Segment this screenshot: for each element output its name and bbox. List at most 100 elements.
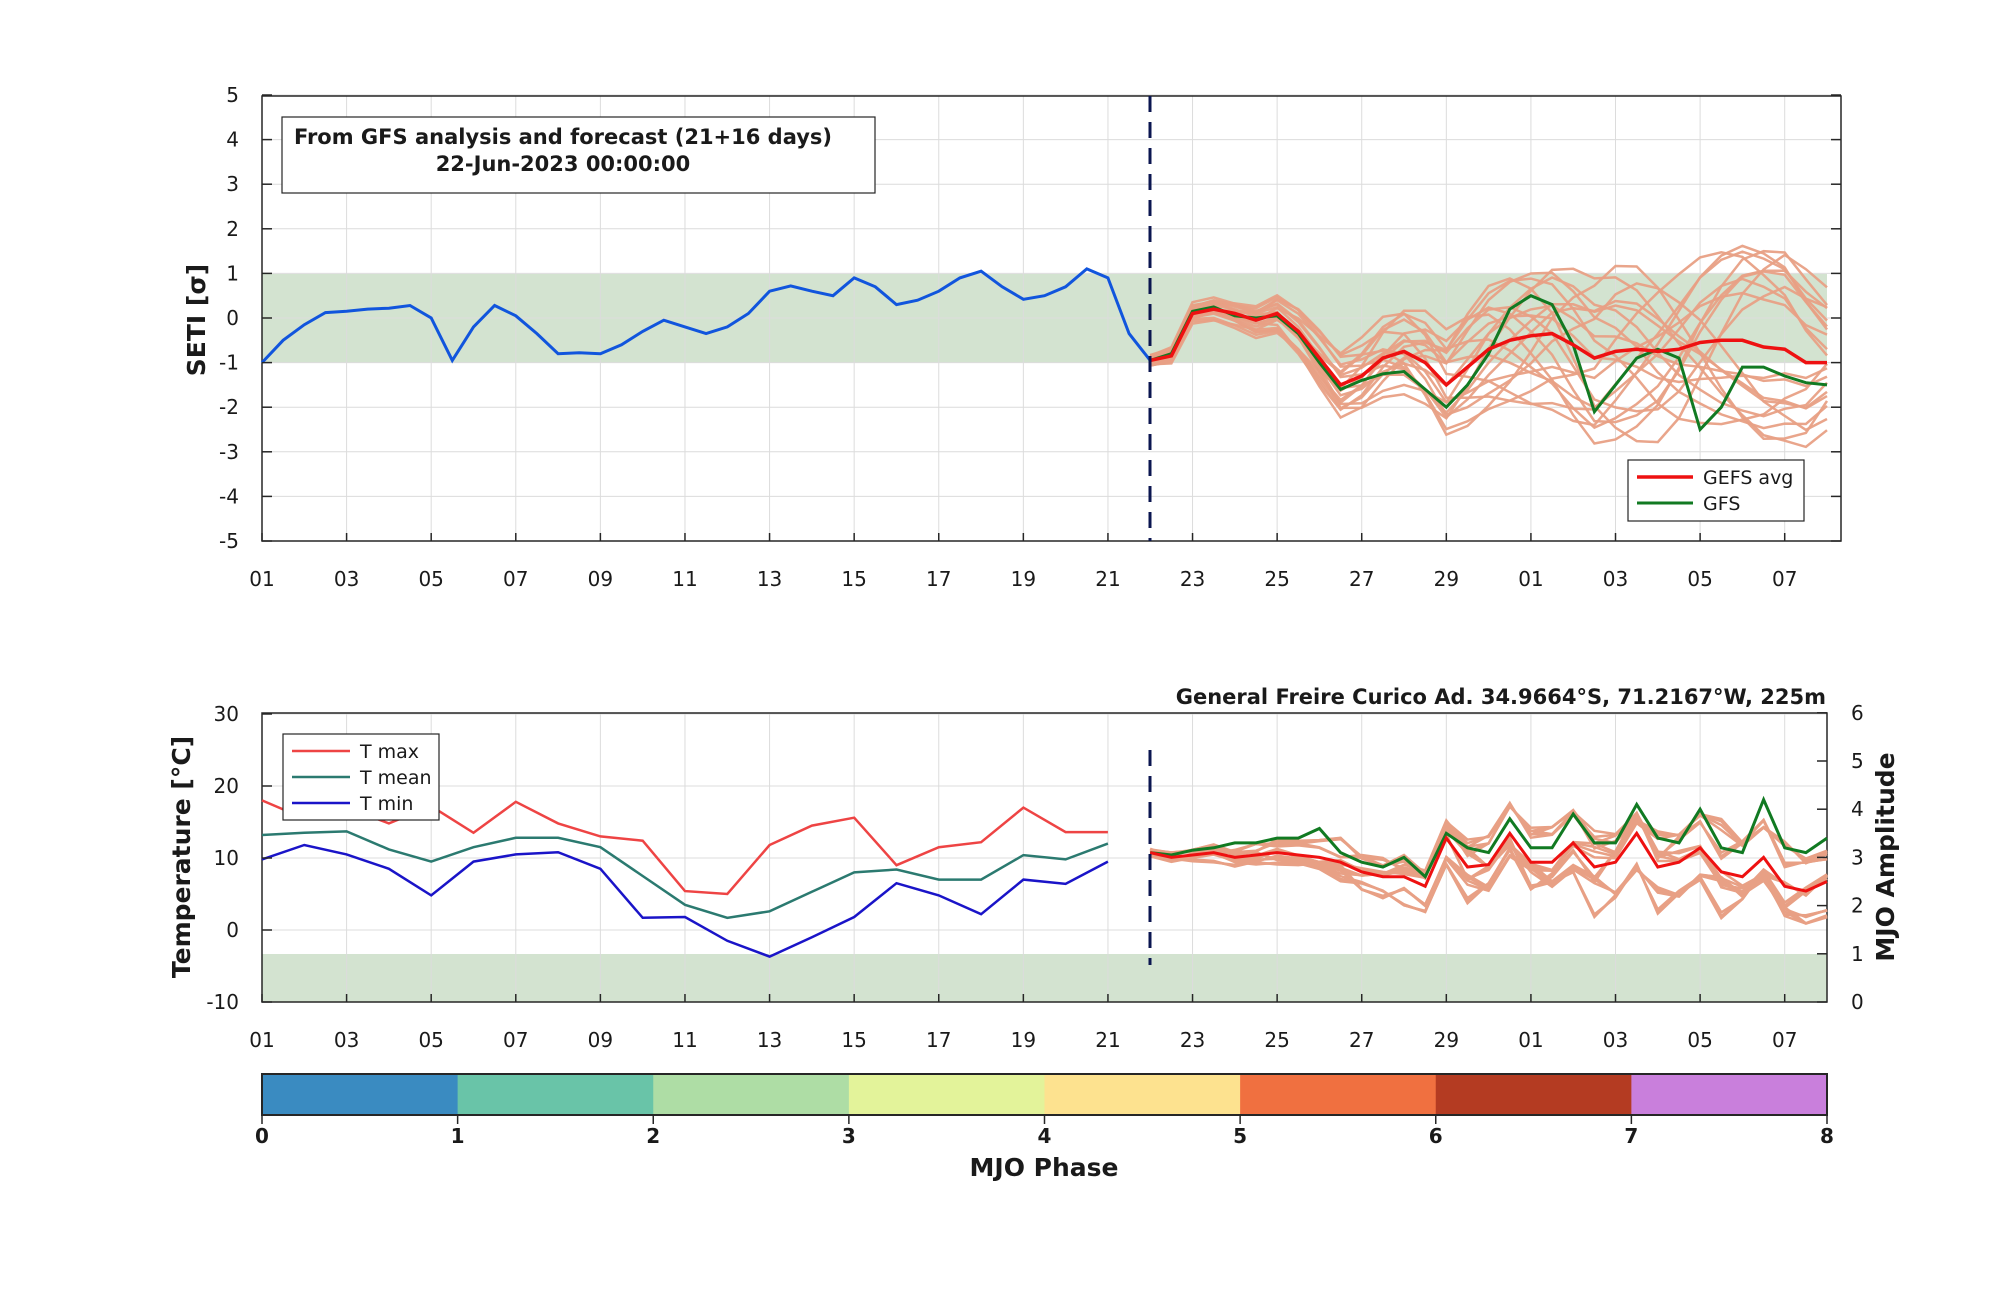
seti-member-line xyxy=(1149,276,1828,418)
x-tick-label: 19 xyxy=(1011,1028,1036,1052)
x-tick-label: 03 xyxy=(1603,1028,1628,1052)
temperature-legend: T max T mean T min xyxy=(282,733,440,821)
seti-member-line xyxy=(1150,271,1828,430)
seti-member-line xyxy=(1149,250,1828,411)
x-tick-label: 01 xyxy=(1518,567,1543,591)
colorbar-phase-cell xyxy=(653,1074,850,1115)
colorbar-phase-cell xyxy=(1631,1074,1828,1115)
colorbar-tick-label: 7 xyxy=(1624,1124,1638,1148)
y-tick-label-right: 5 xyxy=(1851,749,1864,773)
colorbar-tick-label: 2 xyxy=(646,1124,660,1148)
legend-label-tmin: T min xyxy=(359,793,413,815)
seti-y-axis-label: SETI [σ] xyxy=(182,264,211,376)
colorbar-phase-cell xyxy=(457,1074,654,1115)
mjo-amplitude-y-ticks: 6 5 4 3 2 1 0 xyxy=(1817,701,1864,1014)
colorbar-phase-cell xyxy=(848,1074,1045,1115)
mjo-member-line xyxy=(1149,831,1828,921)
colorbar-phase-cell xyxy=(262,1074,459,1115)
colorbar-tick-label: 6 xyxy=(1429,1124,1443,1148)
y-tick-label: -10 xyxy=(206,990,239,1014)
y-tick-label: -3 xyxy=(219,440,239,464)
colorbar-tick-label: 8 xyxy=(1820,1124,1834,1148)
colorbar-label: MJO Phase xyxy=(970,1153,1119,1182)
info-box-line1: From GFS analysis and forecast (21+16 da… xyxy=(294,125,832,149)
x-tick-label: 07 xyxy=(1772,1028,1797,1052)
x-tick-label: 13 xyxy=(757,1028,782,1052)
colorbar-tick-label: 3 xyxy=(842,1124,856,1148)
seti-member-line xyxy=(1149,270,1828,424)
seti-member-line xyxy=(1150,249,1828,445)
x-tick-label: 27 xyxy=(1349,1028,1374,1052)
x-tick-label: 25 xyxy=(1264,567,1289,591)
x-tick-label: 09 xyxy=(588,1028,613,1052)
y-tick-label: 5 xyxy=(226,83,239,107)
x-tick-label: 01 xyxy=(249,1028,274,1052)
colorbar-phase-cell xyxy=(1435,1074,1632,1115)
y-tick-label: -5 xyxy=(219,529,239,553)
x-tick-label: 03 xyxy=(1603,567,1628,591)
colorbar-tick-label: 0 xyxy=(255,1124,269,1148)
y-tick-label-right: 6 xyxy=(1851,701,1864,725)
x-tick-label: 13 xyxy=(757,567,782,591)
station-title: General Freire Curico Ad. 34.9664°S, 71.… xyxy=(1176,685,1826,709)
tmin-line xyxy=(261,843,1109,958)
x-tick-label: 03 xyxy=(334,1028,359,1052)
y-tick-label-right: 1 xyxy=(1851,942,1864,966)
y-tick-label: 1 xyxy=(226,261,239,285)
colorbar-phase-cell xyxy=(1240,1074,1437,1115)
seti-x-ticks: 01 03 05 07 09 11 13 15 17 19 21 23 25 27 29 01 03 05 07 xyxy=(249,533,1797,591)
seti-member-line xyxy=(1150,269,1828,430)
colorbar-tick-label: 1 xyxy=(451,1124,465,1148)
x-tick-label: 11 xyxy=(672,1028,697,1052)
x-tick-label: 07 xyxy=(1772,567,1797,591)
x-tick-label: 05 xyxy=(418,567,443,591)
legend-label-tmean: T mean xyxy=(359,767,432,789)
y-tick-label: 2 xyxy=(226,217,239,241)
x-tick-label: 15 xyxy=(841,1028,866,1052)
x-tick-label: 05 xyxy=(1687,567,1712,591)
y-tick-label: -2 xyxy=(219,395,239,419)
info-box: From GFS analysis and forecast (21+16 da… xyxy=(281,116,876,194)
y-tick-label: 0 xyxy=(226,306,239,330)
mjo-member-line xyxy=(1150,828,1828,899)
mjo-member-line xyxy=(1149,800,1828,925)
colorbar-tick-label: 5 xyxy=(1233,1124,1247,1148)
tmean-line xyxy=(261,830,1109,920)
colorbar-cells xyxy=(262,1074,1828,1115)
mjo-member-line xyxy=(1150,812,1828,909)
x-tick-label: 23 xyxy=(1180,567,1205,591)
mjo-gfs-line xyxy=(1150,795,1828,880)
y-tick-label: 20 xyxy=(214,774,239,798)
temperature-y-axis-label: Temperature [°C] xyxy=(167,736,196,978)
colorbar-tick-label: 4 xyxy=(1038,1124,1052,1148)
colorbar-phase-cell xyxy=(1044,1074,1241,1115)
x-tick-label: 27 xyxy=(1349,567,1374,591)
seti-member-line xyxy=(1149,264,1829,440)
x-tick-label: 21 xyxy=(1095,567,1120,591)
y-tick-label-right: 2 xyxy=(1851,894,1864,918)
y-tick-label: 3 xyxy=(226,172,239,196)
y-tick-label: 4 xyxy=(226,128,239,152)
x-tick-label: 09 xyxy=(588,567,613,591)
legend-label-tmax: T max xyxy=(359,741,419,763)
x-tick-label: 29 xyxy=(1434,1028,1459,1052)
seti-member-line xyxy=(1149,251,1828,431)
mjo-gefs-avg-line xyxy=(1149,830,1828,893)
y-tick-label: 0 xyxy=(226,918,239,942)
x-tick-label: 17 xyxy=(926,567,951,591)
seti-y-ticks: 5 4 3 2 1 0 -1 -2 -3 -4 -5 xyxy=(219,83,1841,553)
x-tick-label: 05 xyxy=(1687,1028,1712,1052)
x-tick-label: 25 xyxy=(1264,1028,1289,1052)
x-tick-label: 05 xyxy=(418,1028,443,1052)
x-tick-label: 03 xyxy=(334,567,359,591)
mjo-member-line xyxy=(1149,804,1828,919)
y-tick-label-right: 3 xyxy=(1851,845,1864,869)
seti-legend: GEFS avg GFS xyxy=(1627,459,1805,522)
x-tick-label: 07 xyxy=(503,1028,528,1052)
y-tick-label-right: 0 xyxy=(1851,990,1864,1014)
x-tick-label: 17 xyxy=(926,1028,951,1052)
y-tick-label: -1 xyxy=(219,351,239,375)
legend-label-gefs-avg: GEFS avg xyxy=(1703,467,1793,489)
colorbar-ticks: 0 1 2 3 4 5 6 7 8 xyxy=(255,1115,1834,1148)
